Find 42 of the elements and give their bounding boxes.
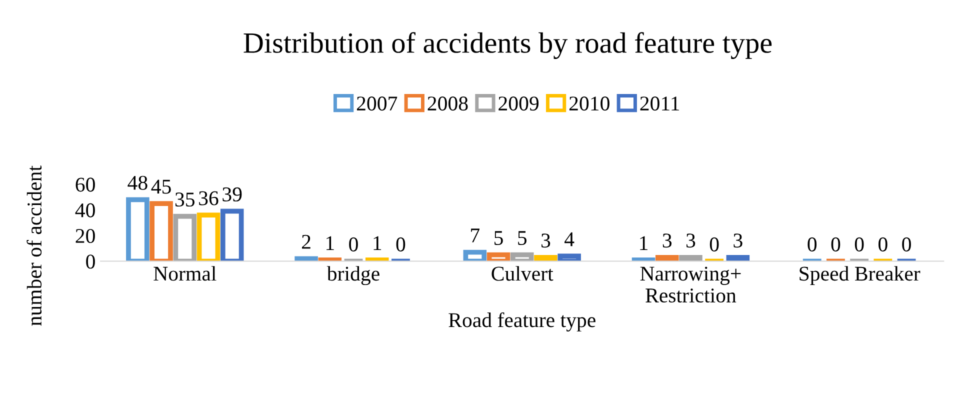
data-label: 45 [151,180,171,194]
y-tick-label: 60 [76,178,95,192]
x-tick-label: Speed Breaker [800,266,920,285]
x-tick-label: Narrowing+ Restriction [640,266,741,303]
data-label: 0 [854,237,864,252]
data-label: 3 [686,234,696,248]
data-label: 0 [902,237,911,252]
data-label: 0 [349,237,358,252]
data-label: 4 [564,232,574,246]
data-label: 3 [542,234,550,248]
y-tick-label: 40 [75,203,95,218]
x-tick-label: bridge [326,266,380,286]
data-label: 2 [302,234,310,249]
data-label: 0 [831,237,840,252]
data-label: 0 [396,237,406,252]
data-label: 36 [199,191,218,206]
data-label: 5 [518,231,527,246]
legend-label: 2011 [640,96,680,111]
y-tick-label: 0 [86,254,95,269]
chart-title: Distribution of accidents by road feature type [244,32,772,59]
legend-label: 2007 [356,96,398,111]
y-tick-label: 20 [76,228,95,244]
data-label: 7 [471,228,480,242]
data-label: 3 [734,234,742,248]
data-label: 0 [710,237,719,252]
data-label: 5 [494,231,503,246]
data-label: 39 [222,187,242,202]
data-label: 35 [175,192,194,207]
data-label: 1 [374,236,382,250]
x-axis-title: Road feature type [448,312,596,332]
y-axis-title: number of accident [26,166,42,326]
x-tick-label: Normal [154,266,216,281]
legend-label: 2010 [569,96,610,111]
data-label: 1 [326,236,334,250]
data-label: 3 [662,234,672,248]
legend-label: 2009 [498,96,539,111]
data-label: 0 [878,237,888,252]
data-label: 0 [808,237,817,252]
data-label: 48 [128,176,148,190]
data-label: 1 [640,236,648,250]
x-tick-label: Culvert [492,266,554,281]
legend-label: 2008 [428,96,468,111]
